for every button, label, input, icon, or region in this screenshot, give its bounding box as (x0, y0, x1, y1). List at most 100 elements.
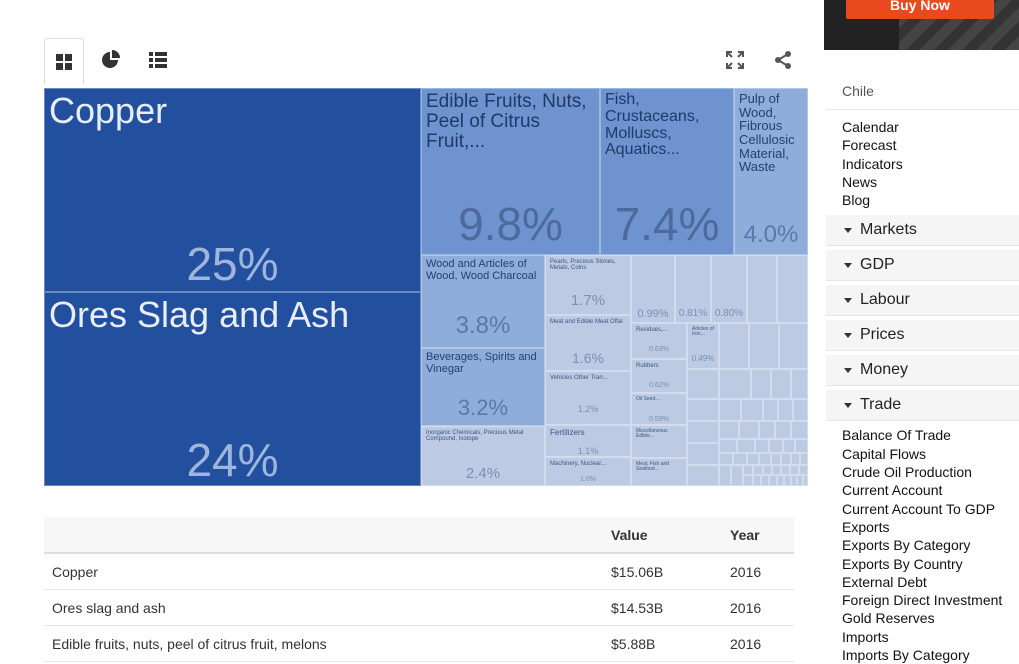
trade-link[interactable]: Imports (842, 628, 889, 645)
treemap-tile[interactable]: Copper 25% (44, 88, 421, 292)
treemap-tile[interactable] (739, 421, 759, 439)
treemap-tile[interactable]: Meat, Fish and Seafood... (631, 458, 687, 486)
treemap-tile[interactable] (719, 399, 741, 421)
list-view-button[interactable] (139, 38, 177, 82)
treemap-tile[interactable] (769, 439, 783, 453)
treemap-tile[interactable] (791, 453, 800, 465)
treemap-tile[interactable] (719, 421, 739, 439)
treemap-tile[interactable]: Fertilizers 1.1% (545, 425, 631, 457)
treemap-tile[interactable] (791, 421, 808, 439)
treemap-tile[interactable] (719, 453, 733, 465)
trade-link[interactable]: Exports By Category (842, 537, 971, 554)
treemap-tile[interactable]: Beverages, Spirits and Vinegar 3.2% (421, 348, 545, 426)
trade-link[interactable]: Capital Flows (842, 445, 927, 462)
fullscreen-button[interactable] (716, 38, 754, 82)
treemap-tile[interactable] (777, 255, 808, 323)
treemap-tile[interactable] (753, 465, 763, 475)
sidebar-link-news[interactable]: News (842, 173, 878, 190)
treemap-tile[interactable] (771, 453, 781, 465)
treemap-tile[interactable] (719, 465, 731, 486)
trade-link[interactable]: Exports (842, 518, 890, 535)
section-money[interactable]: Money (826, 355, 1019, 387)
treemap-tile[interactable] (747, 453, 759, 465)
treemap-tile[interactable] (719, 439, 737, 453)
treemap-tile[interactable]: Articles of Iron... 0.49% (687, 323, 719, 369)
treemap-tile[interactable] (791, 475, 797, 486)
treemap-tile[interactable] (747, 255, 777, 323)
treemap-tile[interactable]: Pearls, Precious Stones, Metals, Coins 1.… (545, 255, 631, 315)
treemap-tile[interactable] (687, 369, 719, 399)
treemap-view-button[interactable] (44, 38, 84, 85)
share-button[interactable] (764, 38, 802, 82)
treemap-tile[interactable] (797, 475, 803, 486)
treemap-tile[interactable]: Inorganic Chemicals, Precious Metal Comp… (421, 426, 545, 486)
treemap-tile[interactable] (743, 475, 753, 486)
trade-link[interactable]: External Debt (842, 573, 927, 590)
treemap-tile[interactable] (687, 399, 719, 421)
treemap-tile[interactable] (743, 465, 753, 475)
sidebar-country[interactable]: Chile (826, 76, 1019, 110)
treemap-tile[interactable] (793, 399, 808, 421)
treemap-tile[interactable] (733, 453, 747, 465)
treemap-tile[interactable] (784, 475, 791, 486)
treemap-tile[interactable] (781, 453, 791, 465)
sidebar-link-forecast[interactable]: Forecast (842, 137, 897, 154)
treemap-tile[interactable] (803, 475, 808, 486)
trade-link[interactable]: Gold Reserves (842, 610, 935, 627)
treemap-tile[interactable] (763, 465, 772, 475)
treemap-tile[interactable] (755, 439, 769, 453)
treemap-tile[interactable] (777, 475, 784, 486)
treemap-tile[interactable] (759, 453, 771, 465)
treemap-tile[interactable]: Machinery, Nuclear... 1.0% (545, 457, 631, 486)
treemap-tile[interactable] (753, 475, 761, 486)
treemap-tile[interactable] (731, 465, 743, 486)
treemap-tile[interactable] (799, 465, 808, 475)
treemap-tile[interactable]: Wood and Articles of Wood, Wood Charcoal… (421, 255, 545, 348)
trade-link[interactable]: Balance Of Trade (842, 427, 951, 444)
treemap-tile[interactable] (790, 465, 799, 475)
treemap-tile[interactable]: Oil Seed,... 0.59% (631, 393, 687, 425)
treemap-tile[interactable] (687, 443, 719, 465)
trade-link[interactable]: Exports By Country (842, 555, 963, 572)
table-row[interactable]: Edible fruits, nuts, peel of citrus frui… (44, 626, 794, 662)
treemap-tile[interactable] (763, 399, 778, 421)
treemap-tile[interactable] (719, 369, 751, 399)
treemap-tile[interactable] (687, 421, 719, 443)
treemap-tile[interactable]: Vehicles Other Tran... 1.2% (545, 371, 631, 425)
section-trade[interactable]: Trade (826, 390, 1019, 422)
section-markets[interactable]: Markets (826, 215, 1019, 247)
treemap-tile[interactable] (741, 399, 763, 421)
treemap-tile[interactable] (791, 369, 808, 399)
trade-link[interactable]: Crude Oil Production (842, 464, 972, 481)
treemap-tile[interactable]: Pulp of Wood, Fibrous Cellulosic Materia… (734, 88, 808, 255)
treemap-tile[interactable] (687, 465, 719, 486)
sidebar-link-calendar[interactable]: Calendar (842, 119, 899, 135)
trade-link[interactable]: Current Account (842, 482, 943, 499)
section-gdp[interactable]: GDP (826, 250, 1019, 282)
treemap-tile[interactable]: 0.81% (675, 255, 711, 323)
treemap-tile[interactable]: 0.99% (631, 255, 675, 323)
treemap-tile[interactable] (779, 323, 808, 369)
treemap-tile[interactable] (749, 323, 779, 369)
treemap-tile[interactable] (783, 439, 795, 453)
treemap-tile[interactable]: 0.80% (711, 255, 747, 323)
treemap-tile[interactable]: Meat and Edible Meat Offal 1.6% (545, 315, 631, 371)
trade-link[interactable]: Current Account To GDP (842, 500, 996, 517)
buy-now-button[interactable]: Buy Now (846, 0, 994, 19)
treemap-tile[interactable] (759, 421, 775, 439)
treemap-tile[interactable] (761, 475, 769, 486)
treemap-tile[interactable]: Edible Fruits, Nuts, Peel of Citrus Frui… (421, 88, 600, 255)
treemap-tile[interactable] (795, 439, 808, 453)
trade-link[interactable]: Foreign Direct Investment (842, 592, 1003, 609)
treemap-tile[interactable]: Miscellaneous Edible... (631, 425, 687, 458)
treemap-tile[interactable] (800, 453, 808, 465)
section-prices[interactable]: Prices (826, 320, 1019, 352)
treemap-tile[interactable] (737, 439, 755, 453)
treemap-tile[interactable]: Ores Slag and Ash 24% (44, 292, 421, 486)
treemap-tile[interactable] (781, 465, 790, 475)
treemap-tile[interactable]: Rubbers 0.62% (631, 359, 687, 393)
treemap-tile[interactable] (769, 475, 777, 486)
sidebar-link-indicators[interactable]: Indicators (842, 155, 903, 172)
treemap-tile[interactable]: Fish, Crustaceans, Molluscs, Aquatics...… (600, 88, 734, 255)
table-row[interactable]: Copper $15.06B 2016 (44, 554, 794, 590)
